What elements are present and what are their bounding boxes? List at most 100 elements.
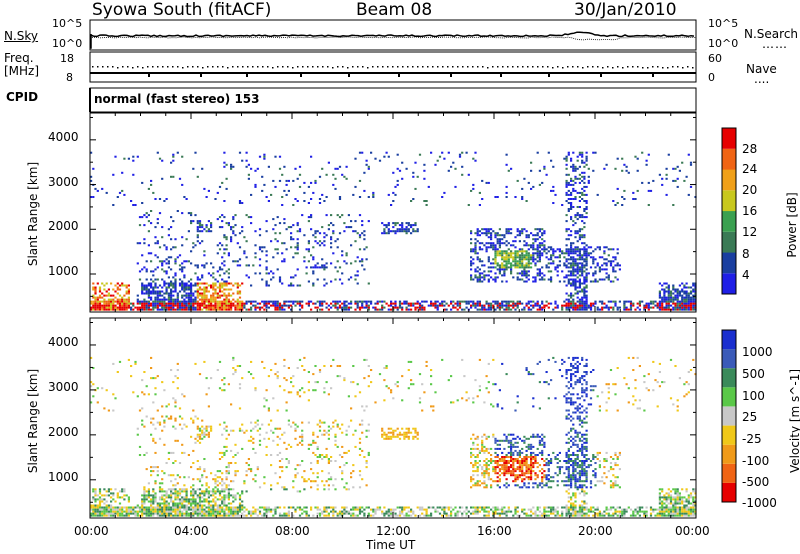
nave-dot (597, 66, 599, 68)
echo-cell (198, 222, 202, 225)
echo-cell (307, 478, 310, 481)
echo-cell (585, 308, 588, 311)
echo-cell (178, 264, 182, 267)
echo-cell (325, 302, 328, 305)
echo-cell (576, 290, 579, 293)
echo-cell (190, 490, 193, 493)
echo-cell (216, 308, 219, 311)
echo-cell (356, 304, 359, 307)
echo-cell (494, 308, 497, 311)
echo-cell (238, 296, 242, 299)
echo-cell (518, 240, 521, 243)
echo-cell (490, 302, 493, 305)
echo-cell (192, 409, 195, 412)
nave-dot (507, 66, 509, 68)
echo-cell (523, 258, 526, 261)
echo-cell (296, 238, 299, 241)
echo-cell (518, 234, 521, 237)
echo-cell (552, 248, 555, 251)
echo-cell (116, 492, 119, 495)
echo-cell (161, 262, 164, 265)
echo-cell (283, 431, 286, 434)
echo-cell (218, 306, 222, 309)
echo-cell (158, 302, 162, 305)
echo-cell (212, 506, 215, 509)
echo-cell (394, 514, 397, 517)
echo-cell (505, 280, 508, 283)
echo-cell (665, 308, 668, 311)
echo-cell (218, 506, 222, 509)
echo-cell (318, 304, 322, 307)
echo-cell (147, 230, 150, 233)
echo-cell (552, 252, 555, 255)
echo-cell (325, 214, 328, 217)
echo-cell (361, 264, 364, 267)
echo-cell (141, 391, 144, 394)
echo-cell (667, 304, 670, 307)
echo-cell (218, 268, 222, 271)
echo-cell (105, 306, 108, 309)
echo-cell (150, 222, 153, 225)
echo-cell (207, 306, 210, 309)
echo-cell (265, 230, 268, 233)
nave-dot (282, 66, 284, 68)
echo-cell (96, 494, 99, 497)
echo-cell (298, 508, 302, 511)
echo-cell (225, 470, 228, 473)
echo-cell (174, 417, 177, 420)
echo-cell (472, 250, 475, 253)
echo-cell (316, 381, 319, 384)
echo-cell (567, 228, 570, 231)
echo-cell (501, 268, 504, 271)
echo-cell (283, 260, 286, 263)
echo-cell (143, 488, 146, 491)
echo-cell (316, 423, 319, 426)
echo-cell (492, 266, 495, 269)
nave-dot (577, 66, 579, 68)
echo-cell (272, 256, 275, 259)
echo-cell (174, 512, 177, 515)
echo-cell (174, 288, 177, 291)
echo-cell (114, 290, 117, 293)
echo-cell (234, 474, 237, 477)
echo-cell (390, 300, 393, 303)
echo-cell (321, 302, 324, 305)
echo-cell (394, 429, 397, 432)
echo-cell (116, 508, 119, 511)
echo-cell (325, 306, 328, 309)
echo-cell (214, 304, 217, 307)
echo-cell (170, 512, 173, 515)
echo-cell (596, 306, 599, 309)
echo-cell (518, 248, 521, 251)
echo-cell (236, 290, 239, 293)
echo-cell (190, 466, 193, 469)
echo-cell (261, 250, 264, 253)
echo-cell (227, 292, 230, 295)
echo-cell (227, 224, 230, 227)
echo-cell (121, 306, 124, 309)
echo-cell (578, 228, 581, 231)
echo-cell (141, 290, 144, 293)
echo-cell (516, 250, 519, 253)
echo-cell (192, 246, 195, 249)
echo-cell (247, 371, 250, 374)
echo-cell (198, 306, 202, 309)
echo-cell (676, 308, 679, 311)
echo-cell (303, 478, 306, 481)
echo-cell (167, 494, 170, 497)
echo-cell (183, 506, 186, 509)
echo-cell (358, 474, 362, 477)
echo-cell (625, 169, 628, 172)
echo-cell (387, 510, 390, 513)
echo-cell (510, 252, 513, 255)
echo-cell (230, 403, 233, 406)
echo-cell (323, 387, 326, 390)
echo-cell (327, 472, 330, 475)
nave-dot (687, 66, 689, 68)
echo-cell (196, 496, 199, 499)
nave-dot (157, 66, 159, 68)
echo-cell (527, 270, 530, 273)
echo-cell (381, 433, 384, 436)
echo-cell (221, 244, 224, 247)
echo-cell (298, 490, 302, 493)
